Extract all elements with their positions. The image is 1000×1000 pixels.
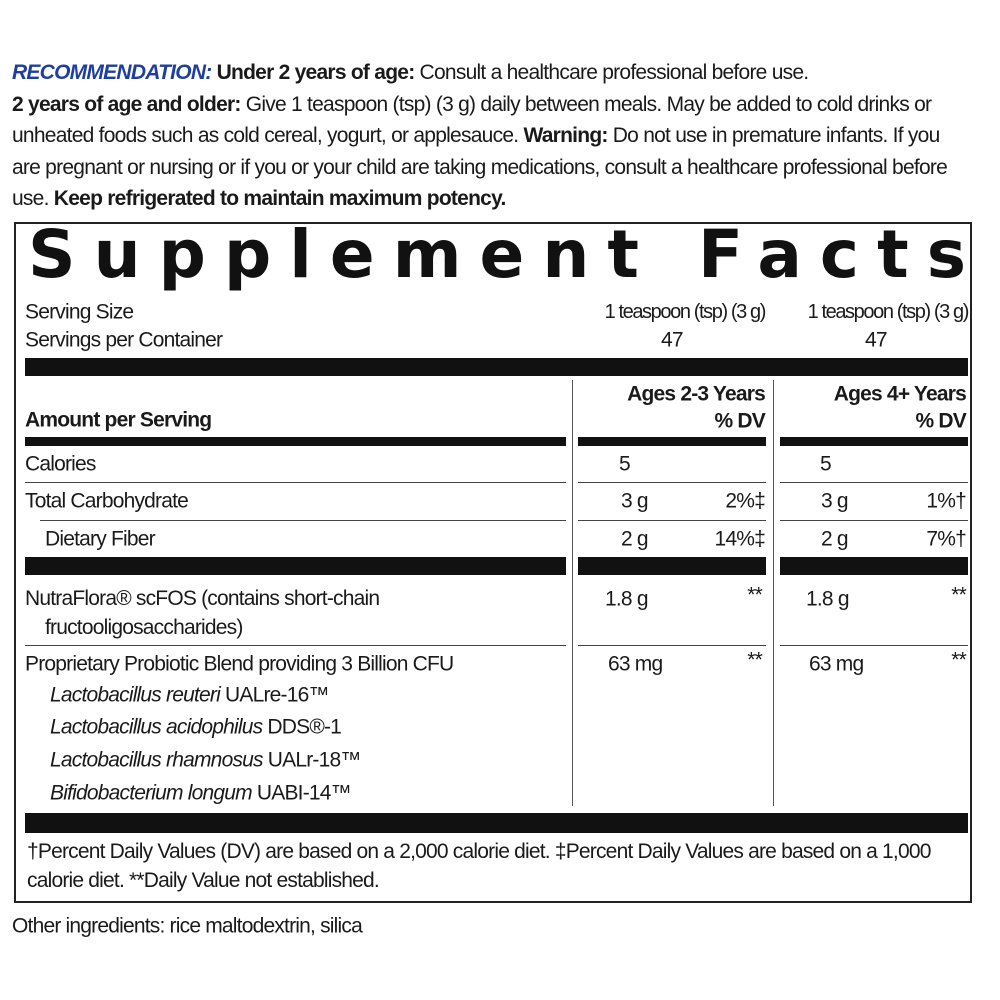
dv: ** [747, 583, 763, 607]
recommendation: RECOMMENDATION: Under 2 years of age: Co… [12, 57, 972, 215]
column-divider [773, 380, 774, 806]
title-svg: Supplement Facts [28, 216, 966, 293]
serving-size-value: 1 teaspoon (tsp) (3 g) [807, 301, 970, 323]
column-dv: % DV [714, 409, 766, 433]
amount: 1.8 g [605, 587, 649, 611]
amount: 5 [619, 452, 631, 476]
amount-per-serving: Amount per Serving [25, 408, 212, 432]
over-2-label: 2 years of age and older: [12, 92, 241, 116]
dv: 1%† [926, 489, 966, 513]
ingredient: Lactobacillus acidophilus DDS®-1 [50, 715, 342, 739]
amount: 63 mg [809, 652, 864, 676]
row-name: Total Carbohydrate [25, 489, 189, 513]
facts-title: Supplement Facts [28, 216, 966, 293]
under-2-label: Under 2 years of age: [216, 61, 416, 84]
row-name: NutraFlora® scFOS (contains short-chain … [25, 587, 380, 639]
thick-rule [25, 813, 968, 833]
strain: UABI-14™ [256, 781, 352, 805]
footnote: †Percent Daily Values (DV) are based on … [27, 840, 931, 892]
rule [780, 645, 968, 646]
amount: 5 [820, 452, 832, 476]
rule [780, 482, 968, 483]
species: Bifidobacterium longum [50, 781, 253, 805]
thick-rule [780, 557, 968, 575]
column-dv: % DV [915, 409, 967, 433]
serving-size-value: 1 teaspoon (tsp) (3 g) [604, 301, 767, 323]
amount: 2 g [621, 527, 649, 551]
ingredient: Bifidobacterium longum UABI-14™ [50, 781, 352, 805]
species: Lactobacillus acidophilus [50, 715, 263, 739]
servings-label: Servings per Container [25, 328, 223, 352]
servings-value: 47 [661, 328, 684, 352]
row-name: Dietary Fiber [45, 527, 156, 551]
rule [25, 482, 566, 483]
column-title: Ages 2-3 Years [627, 382, 766, 406]
medium-rule [780, 437, 968, 446]
column-title: Ages 4+ Years [833, 382, 967, 406]
other-ingredients: Other ingredients: rice maltodextrin, si… [12, 914, 363, 938]
strain: UALre-16™ [225, 683, 329, 707]
rule [780, 520, 968, 521]
thick-rule [578, 557, 766, 575]
warning-text: Do not use in premature infants. If you … [12, 124, 948, 210]
servings-value: 47 [865, 328, 888, 352]
amount: 3 g [821, 489, 849, 513]
recommendation-heading: RECOMMENDATION: [12, 61, 212, 84]
dv: 14%‡ [714, 527, 765, 551]
species: Lactobacillus reuteri [50, 683, 221, 707]
dv: ** [747, 648, 763, 672]
dv: ** [951, 648, 967, 672]
species: Lactobacillus rhamnosus [50, 748, 264, 772]
rule [40, 520, 566, 521]
amount: 63 mg [608, 652, 663, 676]
row-name: Calories [25, 452, 96, 476]
amount: 2 g [821, 527, 849, 551]
rule [578, 520, 766, 521]
rule [25, 645, 566, 646]
facts-box [14, 222, 972, 903]
ingredient: Lactobacillus reuteri UALre-16™ [50, 683, 330, 707]
dv: ** [951, 583, 967, 607]
rule [578, 645, 766, 646]
storage: Keep refrigerated to maintain maximum po… [53, 187, 506, 210]
under-2-text: Consult a healthcare professional before… [419, 61, 810, 84]
strain: DDS®-1 [267, 715, 342, 739]
over-2-text: Give 1 teaspoon (tsp) (3 g) daily betwee… [12, 92, 932, 148]
dv: 2%‡ [725, 489, 765, 513]
strain: UALr-18™ [267, 748, 362, 772]
medium-rule [578, 437, 766, 446]
amount: 3 g [621, 489, 649, 513]
thick-rule [25, 358, 968, 376]
thick-rule [25, 557, 566, 575]
column-divider [572, 380, 573, 806]
ingredient: Lactobacillus rhamnosus UALr-18™ [50, 750, 361, 771]
row-name: Proprietary Probiotic Blend providing 3 … [25, 652, 454, 676]
rule [578, 482, 766, 483]
medium-rule [25, 437, 566, 446]
amount: 1.8 g [806, 587, 850, 611]
warning-label: Warning: [523, 124, 608, 147]
dv: 7%† [926, 527, 966, 551]
serving-size-label: Serving Size [25, 300, 134, 324]
